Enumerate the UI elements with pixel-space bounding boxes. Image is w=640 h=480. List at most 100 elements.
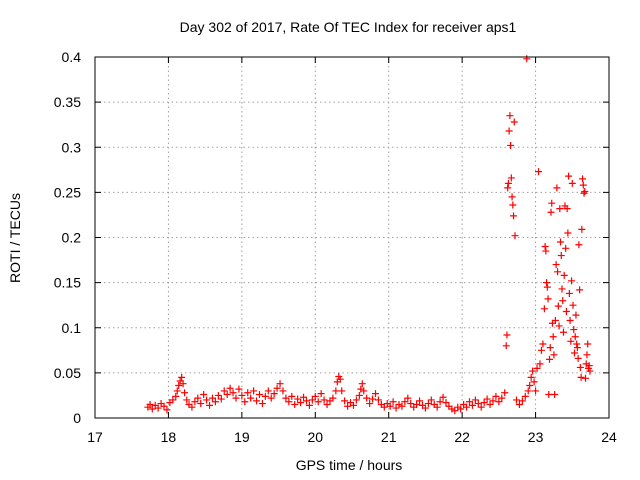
data-point [314,398,322,406]
data-point [508,193,516,201]
data-point [178,373,186,381]
data-point [568,277,576,285]
data-point [576,363,584,371]
plot-frame [94,56,610,419]
data-point [551,391,559,399]
data-point [573,340,581,348]
data-point [380,403,388,411]
data-point [498,394,506,402]
data-point [371,390,379,398]
data-point [579,175,587,183]
data-point [276,380,284,388]
data-point [560,271,568,279]
data-point [535,168,543,176]
data-point [576,286,584,294]
data-point [323,400,331,408]
data-point [250,387,258,395]
data-point [183,396,191,404]
data-point [554,302,562,310]
data-point [573,344,581,352]
data-point [529,367,537,375]
data-point [436,398,444,406]
y-tick-label: 0.05 [54,365,81,381]
data-point [279,387,287,395]
data-point [220,387,228,395]
y-tick-label: 0.4 [62,49,82,65]
data-point [512,396,520,404]
data-point [575,241,583,249]
data-point [341,397,349,405]
data-point [457,405,465,413]
data-point [181,389,189,397]
data-point [547,208,555,216]
data-point [214,391,222,399]
data-point [294,395,302,403]
data-point [338,387,346,395]
data-point [586,367,594,375]
data-point [543,283,551,291]
x-tick-label: 21 [381,429,397,445]
data-point [507,141,515,149]
data-point [285,398,293,406]
data-point [197,400,205,408]
data-point [542,247,550,255]
x-tick-label: 18 [161,429,177,445]
data-point [505,127,513,135]
data-point [584,340,592,348]
data-point [585,362,593,370]
data-point [465,398,473,406]
data-point [543,279,551,287]
data-point [559,328,567,336]
data-point [558,285,566,293]
data-point [504,179,512,187]
y-axis-label: ROTI / TECUs [7,193,23,283]
data-point [336,375,344,383]
data-point [163,406,171,414]
data-point [574,354,582,362]
data-point [235,385,243,393]
x-tick-label: 23 [528,429,544,445]
data-point [389,398,397,406]
data-point [552,261,560,269]
data-point [297,399,305,407]
data-point [173,387,181,395]
data-point [545,391,553,399]
data-point [352,396,360,404]
y-tick-label: 0.35 [54,94,81,110]
data-point [510,212,518,220]
data-point [555,322,563,330]
data-point [518,397,526,405]
data-point [571,333,579,341]
data-point [471,396,479,404]
data-point [546,344,554,352]
y-tick-label: 0.15 [54,275,81,291]
x-tick-label: 17 [87,429,103,445]
data-point [320,396,328,404]
data-point [247,394,255,402]
data-point [524,387,532,395]
data-point [477,403,485,411]
data-point [194,394,202,402]
data-point [503,331,511,339]
data-point [349,401,357,409]
data-point [200,391,208,399]
data-point [270,390,278,398]
data-point [565,289,573,297]
data-point [510,118,518,126]
data-point [577,373,585,381]
data-point [515,400,523,408]
data-point [442,399,450,407]
data-point [175,382,183,390]
data-point [562,244,570,252]
data-point [553,184,561,192]
data-point [332,387,340,395]
grid-lines [95,57,609,418]
data-point [439,393,447,401]
data-point [539,340,547,348]
data-point [404,394,412,402]
data-point [572,311,580,319]
data-point [501,389,509,397]
data-point [530,378,538,386]
data-point [554,268,562,276]
